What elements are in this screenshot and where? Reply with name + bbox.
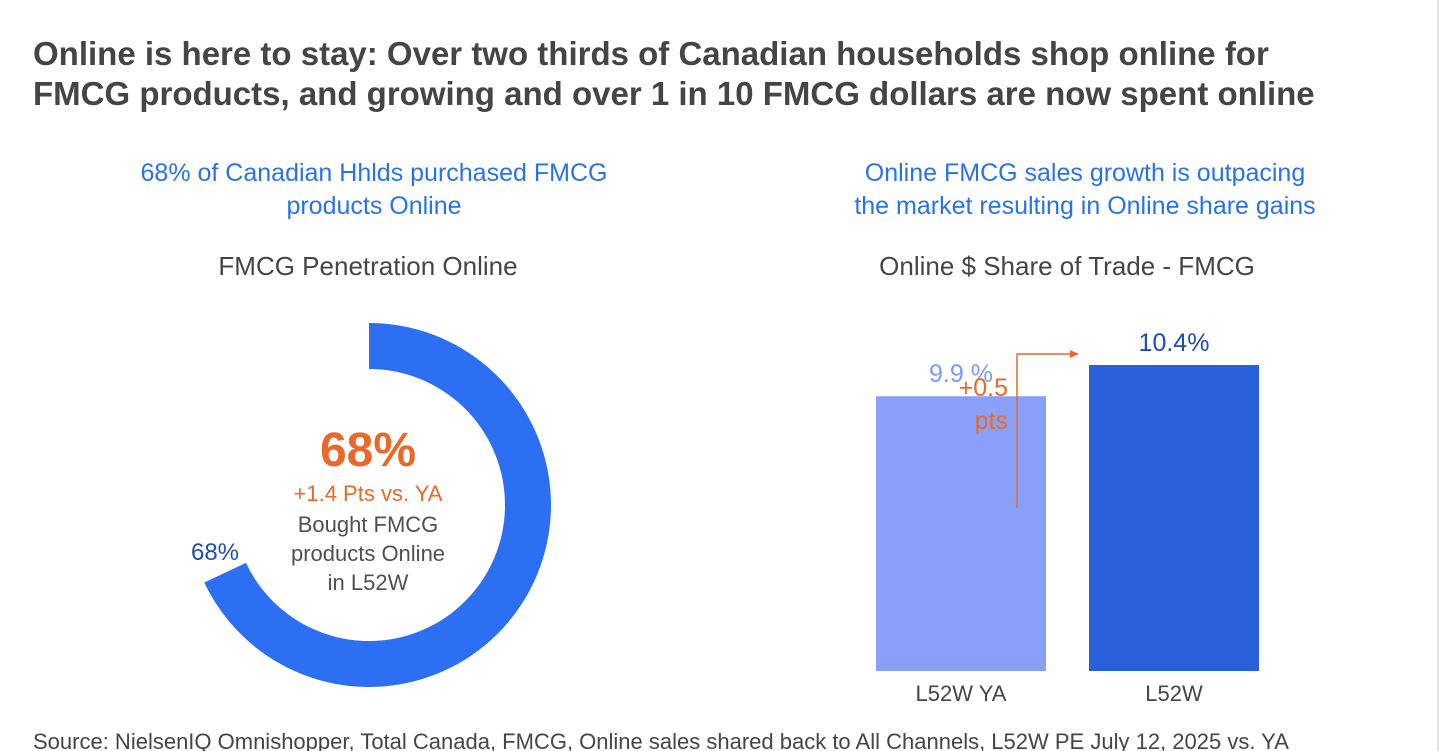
penetration-value: 68% — [319, 424, 417, 477]
title-line: FMCG products, and growing and over 1 in… — [33, 75, 1315, 112]
description-line: in L52W — [327, 570, 409, 595]
headline-line: products Online — [286, 192, 462, 220]
change-line: pts — [974, 407, 1008, 435]
headline-line: Online FMCG sales growth is outpacing — [864, 159, 1306, 187]
share-chart-title: Online $ Share of Trade - FMCG — [879, 251, 1255, 281]
penetration-headline: 68% of Canadian Hhlds purchased FMCG pro… — [74, 157, 674, 223]
description-line: Bought FMCG — [297, 512, 439, 537]
slide-edge-divider — [1437, 0, 1439, 751]
slide-title: Online is here to stay: Over two thirds … — [33, 34, 1433, 114]
headline-line: the market resulting in Online share gai… — [854, 192, 1316, 220]
donut-chart: 68% — [191, 323, 551, 687]
share-change-label: +0.5 pts — [930, 372, 1008, 438]
share-bar-chart: 9.9 % L52W YA 10.4% L52W — [876, 329, 1259, 706]
headline-line: 68% of Canadian Hhlds purchased FMCG — [140, 159, 608, 187]
bar — [1089, 365, 1259, 671]
share-headline: Online FMCG sales growth is outpacing th… — [785, 157, 1385, 223]
bar-data-label: 10.4% — [1139, 329, 1210, 357]
penetration-description: Bought FMCG products Online in L52W — [258, 510, 478, 597]
bar-category-label: L52W — [1145, 681, 1203, 706]
change-arrow — [1016, 350, 1079, 508]
title-line: Online is here to stay: Over two thirds … — [33, 35, 1269, 72]
donut-data-label: 68% — [191, 539, 239, 566]
penetration-chart-title: FMCG Penetration Online — [218, 251, 518, 281]
penetration-change: +1.4 Pts vs. YA — [293, 481, 443, 506]
donut-center-summary: 68% +1.4 Pts vs. YA Bought FMCG products… — [258, 421, 478, 597]
change-line: +0.5 — [958, 374, 1008, 402]
description-line: products Online — [290, 541, 446, 566]
source-note: Source: NielsenIQ Omnishopper, Total Can… — [33, 729, 1289, 751]
bar-data-label: 9.9 % — [929, 360, 993, 388]
bar-category-label: L52W YA — [916, 681, 1007, 706]
